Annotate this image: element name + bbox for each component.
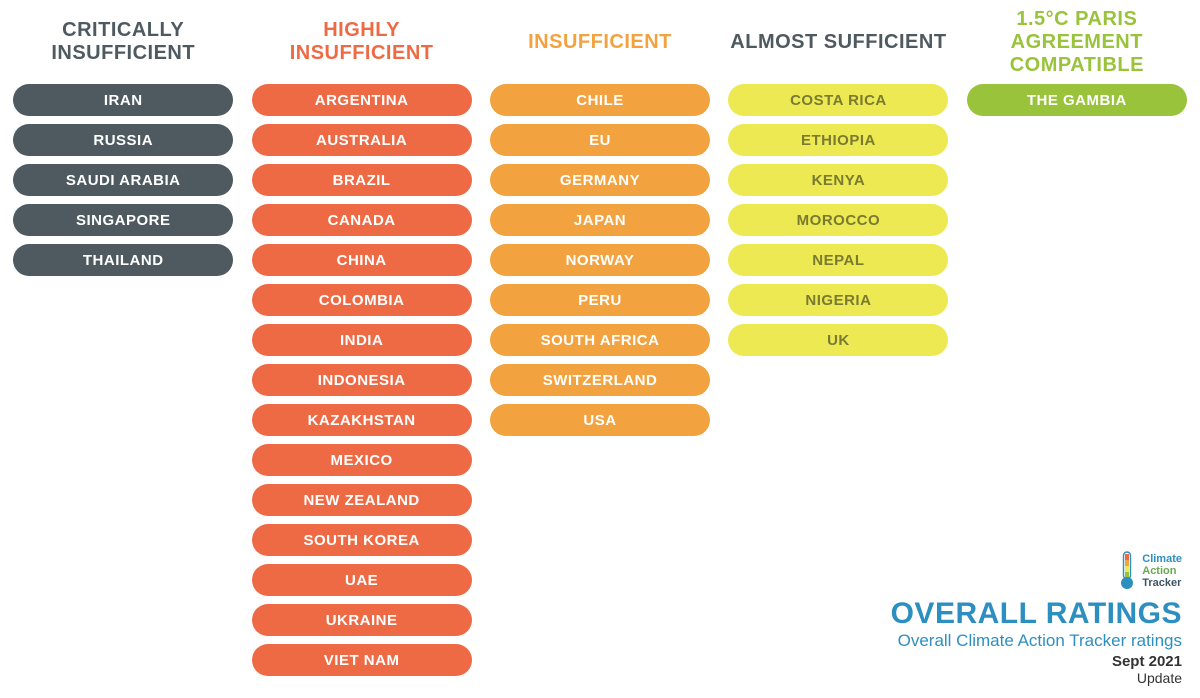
footer-block: Climate Action Tracker OVERALL RATINGS O… <box>891 551 1182 686</box>
rating-column: INSUFFICIENT CHILE EU GERMANY JAPAN NORWAY PER… <box>489 10 711 444</box>
country-pill: GERMANY <box>490 164 710 196</box>
cat-logo: Climate Action Tracker <box>891 551 1182 591</box>
country-pill: NEPAL <box>728 244 948 276</box>
logo-line2: Action <box>1142 565 1182 577</box>
country-pill: NEW ZEALAND <box>252 484 472 516</box>
country-pill: EU <box>490 124 710 156</box>
country-pill: UAE <box>252 564 472 596</box>
country-pill: COSTA RICA <box>728 84 948 116</box>
country-pill: USA <box>490 404 710 436</box>
country-pill: INDONESIA <box>252 364 472 396</box>
country-pill: PERU <box>490 284 710 316</box>
rating-column: ALMOST SUFFICIENT COSTA RICA ETHIOPIA KENYA… <box>727 10 949 364</box>
country-pill: KENYA <box>728 164 948 196</box>
country-pill: SINGAPORE <box>13 204 233 236</box>
country-pill: UKRAINE <box>252 604 472 636</box>
country-pill: UK <box>728 324 948 356</box>
country-pill: CHILE <box>490 84 710 116</box>
footer-subtitle: Overall Climate Action Tracker ratings <box>891 631 1182 651</box>
country-pill: VIET NAM <box>252 644 472 676</box>
logo-text: Climate Action Tracker <box>1142 553 1182 589</box>
country-pill: BRAZIL <box>252 164 472 196</box>
logo-line1: Climate <box>1142 553 1182 565</box>
country-pill: AUSTRALIA <box>252 124 472 156</box>
column-header: INSUFFICIENT <box>528 10 672 74</box>
country-pill: IRAN <box>13 84 233 116</box>
footer-date: Sept 2021 <box>891 653 1182 670</box>
logo-line3: Tracker <box>1142 577 1182 589</box>
country-pill: THAILAND <box>13 244 233 276</box>
country-pill: SWITZERLAND <box>490 364 710 396</box>
country-pill: SOUTH AFRICA <box>490 324 710 356</box>
country-pill: MOROCCO <box>728 204 948 236</box>
column-header: ALMOST SUFFICIENT <box>730 10 946 74</box>
country-pill: NIGERIA <box>728 284 948 316</box>
country-pill: NORWAY <box>490 244 710 276</box>
country-pill: COLOMBIA <box>252 284 472 316</box>
country-pill: MEXICO <box>252 444 472 476</box>
country-pill: JAPAN <box>490 204 710 236</box>
country-pill: CANADA <box>252 204 472 236</box>
rating-column: CRITICALLY INSUFFICIENT IRAN RUSSIA SAUDI A… <box>12 10 234 284</box>
country-pill: RUSSIA <box>13 124 233 156</box>
country-pill: SOUTH KOREA <box>252 524 472 556</box>
column-header: 1.5°C PARIS AGREEMENT COMPATIBLE <box>966 10 1188 74</box>
country-pill: CHINA <box>252 244 472 276</box>
country-pill: ETHIOPIA <box>728 124 948 156</box>
footer-title: OVERALL RATINGS <box>891 597 1182 631</box>
rating-column: HIGHLY INSUFFICIENT ARGENTINA AUSTRALIA BRA… <box>250 10 472 684</box>
thermometer-icon <box>1118 551 1136 591</box>
country-pill: THE GAMBIA <box>967 84 1187 116</box>
rating-column: 1.5°C PARIS AGREEMENT COMPATIBLE THE GAMB… <box>966 10 1188 124</box>
column-header: HIGHLY INSUFFICIENT <box>250 10 472 74</box>
footer-update: Update <box>891 670 1182 686</box>
country-pill: INDIA <box>252 324 472 356</box>
column-header: CRITICALLY INSUFFICIENT <box>12 10 234 74</box>
country-pill: KAZAKHSTAN <box>252 404 472 436</box>
country-pill: SAUDI ARABIA <box>13 164 233 196</box>
country-pill: ARGENTINA <box>252 84 472 116</box>
